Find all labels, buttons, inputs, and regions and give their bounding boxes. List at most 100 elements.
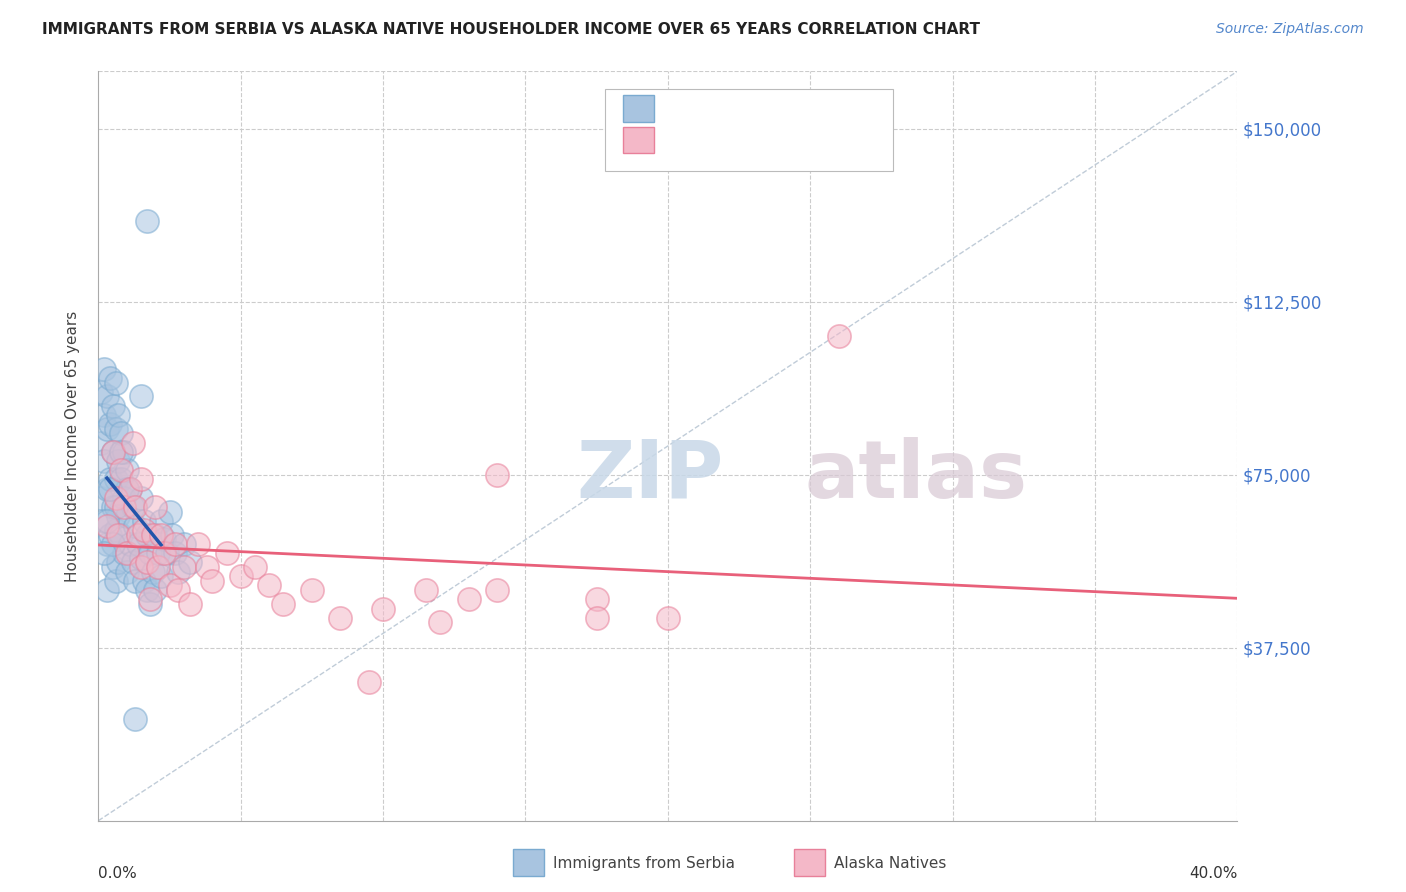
Point bbox=[657, 611, 679, 625]
Point bbox=[173, 560, 195, 574]
Point bbox=[104, 500, 127, 514]
Point bbox=[135, 556, 157, 570]
Point bbox=[96, 518, 118, 533]
Point bbox=[104, 523, 127, 537]
Point bbox=[121, 435, 143, 450]
Text: Source: ZipAtlas.com: Source: ZipAtlas.com bbox=[1216, 22, 1364, 37]
Point bbox=[93, 408, 115, 422]
Point bbox=[148, 560, 170, 574]
Point bbox=[115, 482, 138, 496]
Text: Immigrants from Serbia: Immigrants from Serbia bbox=[553, 856, 734, 871]
Point bbox=[828, 329, 851, 343]
Point bbox=[165, 537, 187, 551]
Point bbox=[112, 444, 135, 458]
Point bbox=[135, 528, 157, 542]
Point bbox=[124, 574, 146, 588]
Point bbox=[110, 426, 132, 441]
Point bbox=[121, 556, 143, 570]
Text: -0.058: -0.058 bbox=[707, 132, 772, 150]
Point bbox=[215, 546, 238, 560]
Point bbox=[115, 509, 138, 524]
Point bbox=[93, 454, 115, 468]
Point bbox=[150, 528, 173, 542]
Point bbox=[124, 712, 146, 726]
Point bbox=[98, 472, 121, 486]
Point bbox=[301, 583, 323, 598]
Text: N =: N = bbox=[773, 101, 815, 119]
Point bbox=[112, 500, 135, 514]
Point bbox=[132, 514, 155, 528]
Point bbox=[127, 528, 149, 542]
Text: 39: 39 bbox=[825, 132, 851, 150]
Point bbox=[415, 583, 437, 598]
Point bbox=[110, 444, 132, 458]
Point bbox=[124, 518, 146, 533]
Point bbox=[145, 583, 167, 598]
Text: R =: R = bbox=[662, 101, 699, 119]
Point bbox=[98, 482, 121, 496]
Point bbox=[96, 482, 118, 496]
Point bbox=[585, 611, 607, 625]
Point bbox=[107, 509, 129, 524]
Point bbox=[156, 546, 179, 560]
Point bbox=[229, 569, 252, 583]
Point bbox=[127, 537, 149, 551]
Point bbox=[135, 214, 157, 228]
Point bbox=[179, 556, 201, 570]
Point bbox=[101, 444, 124, 458]
Point bbox=[187, 537, 209, 551]
Point bbox=[118, 537, 141, 551]
Point bbox=[167, 583, 190, 598]
Point bbox=[457, 592, 479, 607]
Point bbox=[162, 528, 184, 542]
Point bbox=[153, 533, 176, 547]
Point bbox=[273, 597, 295, 611]
Point bbox=[101, 500, 124, 514]
Point bbox=[118, 482, 141, 496]
Point bbox=[98, 371, 121, 385]
Point bbox=[138, 546, 160, 560]
Point bbox=[96, 389, 118, 403]
Point bbox=[98, 417, 121, 431]
Point bbox=[115, 463, 138, 477]
Point bbox=[173, 537, 195, 551]
Text: 0.0%: 0.0% bbox=[98, 865, 138, 880]
Text: 40.0%: 40.0% bbox=[1189, 865, 1237, 880]
Point bbox=[129, 550, 152, 565]
Text: IMMIGRANTS FROM SERBIA VS ALASKA NATIVE HOUSEHOLDER INCOME OVER 65 YEARS CORRELA: IMMIGRANTS FROM SERBIA VS ALASKA NATIVE … bbox=[42, 22, 980, 37]
Point bbox=[129, 560, 152, 574]
Point bbox=[104, 574, 127, 588]
Point bbox=[115, 546, 138, 560]
Text: N =: N = bbox=[773, 132, 815, 150]
Point bbox=[132, 523, 155, 537]
Point bbox=[90, 384, 112, 399]
Point bbox=[107, 556, 129, 570]
Point bbox=[96, 583, 118, 598]
Point bbox=[101, 560, 124, 574]
Point bbox=[201, 574, 224, 588]
Point bbox=[104, 376, 127, 390]
Point bbox=[135, 583, 157, 598]
Point bbox=[486, 467, 509, 482]
Point bbox=[98, 528, 121, 542]
Point bbox=[110, 528, 132, 542]
Text: R =: R = bbox=[662, 132, 699, 150]
Point bbox=[373, 601, 395, 615]
Text: atlas: atlas bbox=[804, 437, 1028, 515]
Text: Alaska Natives: Alaska Natives bbox=[834, 856, 946, 871]
Point bbox=[90, 435, 112, 450]
Point bbox=[329, 611, 352, 625]
Text: 0.247: 0.247 bbox=[716, 101, 772, 119]
Point bbox=[121, 500, 143, 514]
Point bbox=[195, 560, 218, 574]
Point bbox=[243, 560, 266, 574]
Point bbox=[150, 569, 173, 583]
Point bbox=[179, 597, 201, 611]
Point bbox=[96, 514, 118, 528]
Point bbox=[93, 546, 115, 560]
Point bbox=[96, 537, 118, 551]
Point bbox=[150, 514, 173, 528]
Point bbox=[141, 528, 163, 542]
Point bbox=[138, 597, 160, 611]
Point bbox=[104, 472, 127, 486]
